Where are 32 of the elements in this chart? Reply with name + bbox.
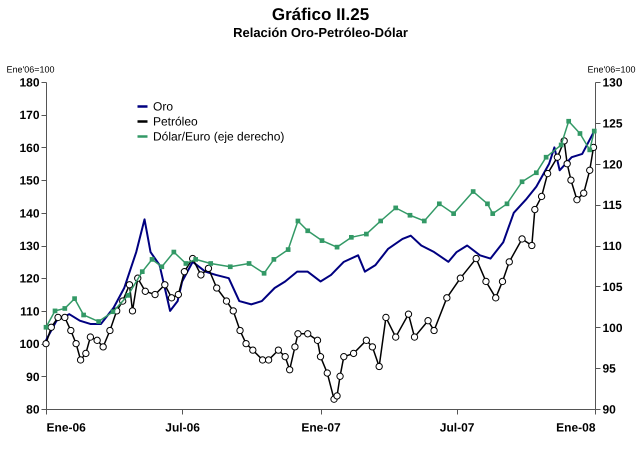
legend-label: Oro (153, 100, 174, 114)
x-tick-label: Jul-07 (440, 420, 475, 434)
y2-axis-title: Ene'06=100 (587, 64, 636, 74)
y2-tick-label: 100 (602, 320, 623, 335)
y-tick-label: 170 (19, 108, 40, 122)
y-tick-label: 180 (19, 76, 40, 90)
y-tick-label: 150 (19, 174, 40, 188)
x-tick-label: Ene-08 (556, 420, 596, 434)
y-tick-label: 90 (26, 370, 40, 384)
y2-tick-label: 125 (602, 116, 623, 130)
y2-tick-label: 130 (602, 76, 623, 90)
y-axis-title: Ene'06=100 (6, 64, 55, 74)
y2-tick-label: 110 (602, 239, 622, 253)
y2-tick-label: 95 (602, 362, 616, 376)
x-tick-label: Ene-06 (46, 420, 86, 434)
y2-tick-label: 120 (602, 157, 623, 172)
y-tick-label: 80 (26, 402, 40, 416)
y2-tick-label: 115 (602, 198, 622, 212)
y2-tick-label: 90 (602, 402, 616, 416)
y2-tick-label: 105 (602, 280, 623, 294)
chart-subtitle: Relación Oro-Petróleo-Dólar (233, 25, 408, 40)
x-tick-label: Ene-07 (301, 420, 341, 434)
x-tick-label: Jul-06 (165, 420, 200, 434)
legend-label: Petróleo (153, 114, 198, 128)
chart-title: Gráfico II.25 (272, 5, 370, 24)
y-tick-label: 140 (19, 206, 40, 220)
y-tick-label: 120 (19, 272, 40, 286)
y-tick-label: 160 (19, 140, 40, 155)
y-tick-label: 130 (19, 239, 40, 253)
y-tick-label: 110 (20, 304, 40, 318)
y-tick-label: 100 (19, 337, 40, 352)
legend-label: Dólar/Euro (eje derecho) (153, 130, 284, 144)
